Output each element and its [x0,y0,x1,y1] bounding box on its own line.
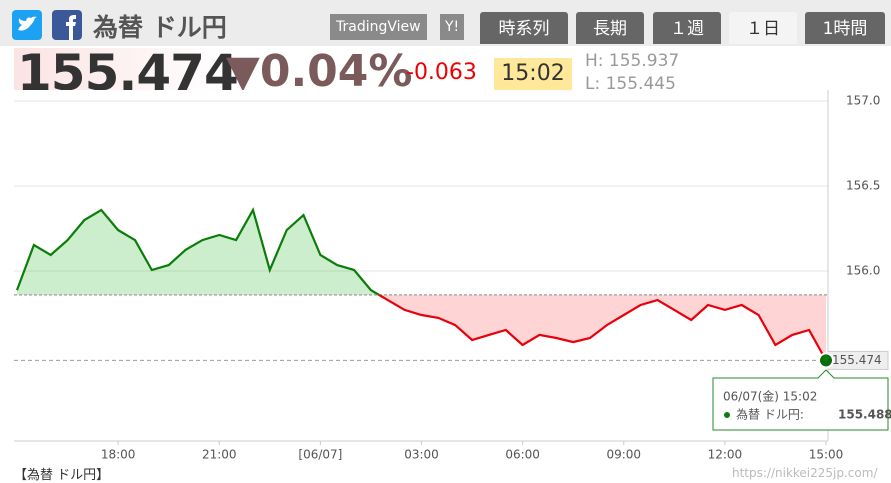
high: H: 155.937 [585,51,680,71]
last-price-label: 155.474 [832,353,882,367]
low: L: 155.445 [585,74,676,94]
area-down [17,294,826,361]
tab[interactable]: １週 [653,12,721,44]
y-tick-label: 156.0 [846,264,880,278]
x-tick-label: 18:00 [101,448,136,462]
tooltip-dot [724,412,730,418]
x-tick-label: 15:00 [809,448,844,462]
line-up [15,207,382,295]
change: -0.063 [406,60,477,85]
footer-url[interactable]: https://nikkei225jp.com/ [732,466,878,480]
quote-time: 15:02 [494,58,572,90]
x-tick-label: [06/07] [298,448,342,462]
tooltip-point [823,355,829,362]
x-tick-label: 21:00 [202,448,237,462]
x-tick-label: 06:00 [505,448,540,462]
y-tick-label: 156.5 [846,179,880,193]
line-down [376,294,827,361]
x-tick-label: 03:00 [404,448,439,462]
twitter-bird [18,16,37,31]
tab[interactable]: 1時間 [805,12,885,44]
x-tick-label: 12:00 [708,448,743,462]
tooltip-box [712,369,889,431]
x-tick-label: 09:00 [606,448,641,462]
area-up [17,210,379,295]
y-tick-label: 157.0 [846,94,880,108]
tab[interactable]: 長期 [576,12,644,44]
yahoo-button[interactable]: Y! [440,14,465,40]
share-icons [12,10,82,40]
footer-label: 【為替 ドル円】 [14,468,110,483]
facebook-f [66,15,76,40]
tooltip-series: 為替 ドル円: [736,408,804,422]
change-percent: ▼0.04% [226,46,413,97]
tooltip-time: 06/07(金) 15:02 [723,389,817,404]
tradingview-button[interactable]: TradingView [330,14,427,40]
tab[interactable]: １日 [729,12,797,44]
page-title: 為替 ドル円 [93,13,227,42]
tab[interactable]: 時系列 [480,12,568,44]
tooltip-value: 155.488 [838,408,891,422]
